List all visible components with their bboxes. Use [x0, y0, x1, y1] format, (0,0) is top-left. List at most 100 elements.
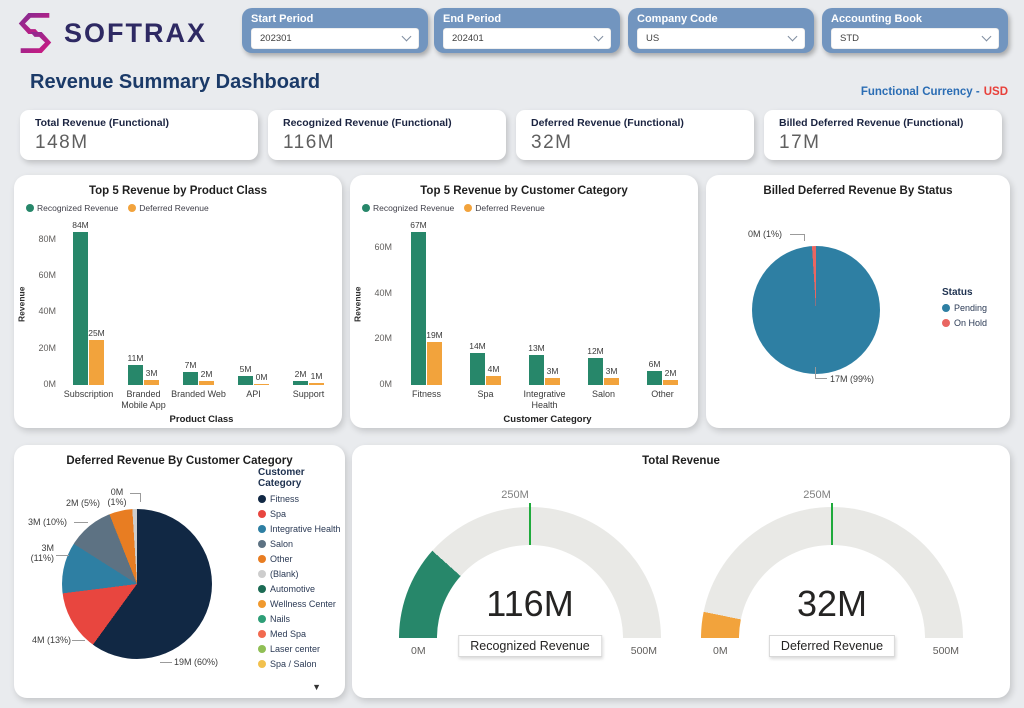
start-period-select[interactable]: 202301: [251, 28, 419, 49]
legend-item[interactable]: Salon: [258, 539, 345, 549]
gauge-callout: Deferred Revenue: [768, 635, 896, 657]
pie-callout: 17M (99%): [830, 374, 875, 384]
legend-item[interactable]: (Blank): [258, 569, 345, 579]
legend-dot-icon: [258, 600, 266, 608]
recognized-revenue-gauge: 250M 116M 0M 500M Recognized Revenue: [399, 489, 661, 687]
pie-callout: 0M (1%): [107, 487, 127, 508]
legend-item[interactable]: Other: [258, 554, 345, 564]
y-tick-label: 20M: [374, 333, 392, 344]
bar[interactable]: 0M: [254, 372, 269, 385]
bar[interactable]: 3M: [604, 366, 619, 385]
legend-dot-icon: [258, 615, 266, 623]
bar[interactable]: 5M: [238, 364, 253, 385]
x-category-label: API: [246, 389, 261, 399]
bar[interactable]: 2M: [293, 369, 308, 385]
bar-value-label: 13M: [528, 343, 545, 354]
customer-category-pie[interactable]: [62, 509, 212, 659]
x-axis-title: Product Class: [169, 413, 234, 425]
gauge-min-label: 0M: [411, 645, 426, 657]
legend-item[interactable]: Nails: [258, 614, 345, 624]
y-axis: 0M 20M 40M 60M 80M: [29, 223, 61, 389]
company-code-value: US: [646, 33, 660, 44]
bar[interactable]: 6M: [647, 359, 662, 385]
gauge-min-label: 0M: [713, 645, 728, 657]
x-category-label: Spa: [477, 389, 494, 399]
bar[interactable]: 2M: [663, 368, 678, 385]
legend-item[interactable]: Fitness: [258, 494, 345, 504]
legend-title: Customer Category: [258, 467, 305, 489]
bar[interactable]: 1M: [309, 371, 324, 385]
bar[interactable]: 67M: [410, 220, 427, 385]
legend-item[interactable]: Deferred Revenue: [128, 203, 209, 213]
legend-item[interactable]: Automotive: [258, 584, 345, 594]
legend-dot-icon: [258, 585, 266, 593]
pie-callout: 2M (5%): [66, 498, 101, 508]
company-code-select[interactable]: US: [637, 28, 805, 49]
legend-item[interactable]: Integrative Health: [258, 524, 345, 534]
bar[interactable]: 2M: [199, 369, 214, 385]
gauge-value: 116M: [486, 583, 574, 624]
bar-value-label: 12M: [587, 345, 604, 356]
legend-item[interactable]: Laser center: [258, 644, 345, 654]
bar[interactable]: 11M: [128, 353, 143, 385]
bar[interactable]: 14M: [469, 341, 486, 385]
legend-expand-icon[interactable]: ▼: [312, 682, 321, 692]
card-total-revenue-gauges: Total Revenue 250M 116M 0M 500M Recogniz…: [352, 445, 1010, 698]
legend-dot-icon: [26, 204, 34, 212]
bar[interactable]: 13M: [528, 343, 545, 385]
chevron-down-icon: [401, 31, 412, 42]
bar-group: 6M 2M: [633, 359, 692, 385]
chart-title: Billed Deferred Revenue By Status: [763, 185, 953, 197]
legend-item[interactable]: Recognized Revenue: [362, 203, 454, 213]
status-pie[interactable]: [752, 246, 880, 374]
gauge-max-label: 500M: [630, 645, 657, 657]
bar[interactable]: 3M: [144, 368, 159, 385]
end-period-select[interactable]: 202401: [443, 28, 611, 49]
filter-start-period: Start Period 202301: [242, 8, 428, 53]
bar-group: 67M 19M: [397, 220, 456, 385]
legend-dot-icon: [942, 304, 950, 312]
bar[interactable]: 4M: [486, 364, 501, 385]
legend-item[interactable]: Deferred Revenue: [464, 203, 545, 213]
filter-company-code: Company Code US: [628, 8, 814, 53]
kpi-value: 32M: [531, 132, 573, 153]
bar-group: 84M 25M: [61, 220, 116, 385]
bar-value-label: 2M: [200, 369, 213, 380]
end-period-value: 202401: [452, 33, 484, 44]
filter-label: End Period: [443, 13, 502, 25]
bar-value-label: 67M: [410, 219, 427, 230]
legend-dot-icon: [258, 645, 266, 653]
card-revenue-by-product-class: Top 5 Revenue by Product Class Recognize…: [14, 175, 342, 428]
x-category-label: Subscription: [63, 389, 114, 399]
legend-item[interactable]: Recognized Revenue: [26, 203, 118, 213]
bar[interactable]: 12M: [587, 346, 604, 385]
legend-item[interactable]: Spa / Salon: [258, 659, 345, 669]
kpi-row: Total Revenue (Functional) 148M Recogniz…: [20, 110, 1004, 160]
bar[interactable]: 19M: [426, 330, 443, 385]
bar-group: 2M 1M: [281, 369, 336, 385]
bar[interactable]: 25M: [88, 328, 105, 385]
bar[interactable]: 84M: [72, 220, 89, 385]
legend-item[interactable]: Pending: [942, 303, 987, 313]
bar[interactable]: 7M: [183, 360, 198, 385]
legend-item[interactable]: Wellness Center: [258, 599, 345, 609]
accounting-book-select[interactable]: STD: [831, 28, 999, 49]
filter-label: Start Period: [251, 13, 314, 25]
bar[interactable]: 3M: [545, 366, 560, 385]
filter-end-period: End Period 202401: [434, 8, 620, 53]
chart-legend: Recognized Revenue Deferred Revenue: [362, 203, 698, 213]
y-tick-label: 0M: [43, 379, 56, 389]
card-deferred-by-customer-category: Deferred Revenue By Customer Category 19…: [14, 445, 345, 698]
gauge-max-label: 500M: [932, 645, 959, 657]
y-tick-label: 40M: [374, 287, 392, 298]
status-legend: Status Pending On Hold: [942, 287, 987, 333]
legend-item[interactable]: Med Spa: [258, 629, 345, 639]
legend-item[interactable]: On Hold: [942, 318, 987, 328]
bar-value-label: 84M: [72, 220, 89, 231]
kpi-recognized-revenue: Recognized Revenue (Functional) 116M: [268, 110, 506, 160]
x-category-label: Integrative Health: [523, 389, 566, 410]
legend-item[interactable]: Spa: [258, 509, 345, 519]
bar-value-label: 3M: [546, 366, 559, 377]
gauge-target-tick: [831, 503, 833, 545]
bar-value-label: 0M: [255, 371, 268, 382]
